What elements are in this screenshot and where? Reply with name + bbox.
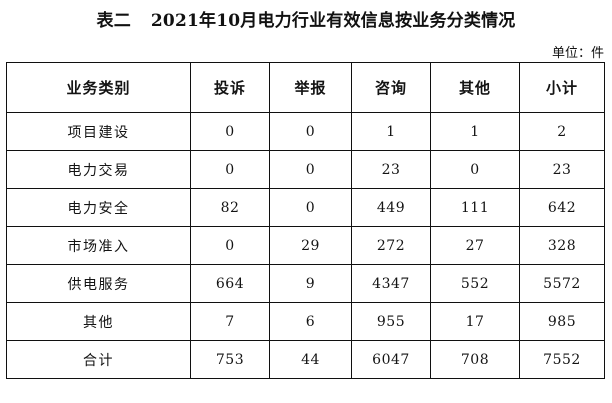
cell-other: 111 (430, 188, 520, 227)
cell-report: 9 (269, 264, 352, 303)
cell-complaint: 82 (190, 188, 270, 227)
cell-subtotal: 7552 (519, 340, 605, 379)
cell-consult: 23 (351, 150, 431, 189)
table-row: 供电服务 664 9 4347 552 5572 (6, 264, 605, 303)
cell-subtotal: 328 (519, 226, 605, 265)
cell-complaint: 0 (190, 112, 270, 151)
column-header-category: 业务类别 (6, 62, 191, 113)
cell-consult: 6047 (351, 340, 431, 379)
cell-category: 电力安全 (6, 188, 191, 227)
column-header-other: 其他 (430, 62, 520, 113)
cell-complaint: 0 (190, 150, 270, 189)
cell-other: 0 (430, 150, 520, 189)
cell-subtotal: 985 (519, 302, 605, 341)
cell-subtotal: 2 (519, 112, 605, 151)
cell-category: 市场准入 (6, 226, 191, 265)
column-header-report: 举报 (269, 62, 352, 113)
cell-report: 44 (269, 340, 352, 379)
table-row: 电力安全 82 0 449 111 642 (6, 188, 605, 227)
cell-category: 项目建设 (6, 112, 191, 151)
cell-other: 708 (430, 340, 520, 379)
table-row: 其他 7 6 955 17 985 (6, 302, 605, 341)
cell-other: 27 (430, 226, 520, 265)
cell-report: 29 (269, 226, 352, 265)
cell-complaint: 7 (190, 302, 270, 341)
cell-consult: 1 (351, 112, 431, 151)
cell-report: 0 (269, 188, 352, 227)
cell-complaint: 0 (190, 226, 270, 265)
classification-table: 业务类别 投诉 举报 咨询 其他 小计 项目建设 0 0 1 1 2 (6, 62, 605, 379)
table-title-text: 2021年10月电力行业有效信息按业务分类情况 (150, 11, 516, 31)
cell-consult: 4347 (351, 264, 431, 303)
table-row: 项目建设 0 0 1 1 2 (6, 112, 605, 151)
column-header-consult: 咨询 (351, 62, 431, 113)
cell-subtotal: 642 (519, 188, 605, 227)
table-header-row: 业务类别 投诉 举报 咨询 其他 小计 (6, 62, 605, 113)
column-header-subtotal: 小计 (519, 62, 605, 113)
cell-consult: 955 (351, 302, 431, 341)
table-header: 业务类别 投诉 举报 咨询 其他 小计 (6, 62, 605, 113)
cell-complaint: 664 (190, 264, 270, 303)
cell-report: 0 (269, 150, 352, 189)
cell-other: 552 (430, 264, 520, 303)
cell-other: 17 (430, 302, 520, 341)
cell-consult: 449 (351, 188, 431, 227)
cell-category: 供电服务 (6, 264, 191, 303)
table-row: 市场准入 0 29 272 27 328 (6, 226, 605, 265)
table-row-total: 合计 753 44 6047 708 7552 (6, 340, 605, 379)
unit-note: 单位：件 (551, 46, 604, 61)
table-body: 项目建设 0 0 1 1 2 电力交易 0 0 23 0 23 电力安全 (6, 112, 605, 379)
cell-category: 其他 (6, 302, 191, 341)
cell-report: 0 (269, 112, 352, 151)
column-header-complaint: 投诉 (190, 62, 270, 113)
table-row: 电力交易 0 0 23 0 23 (6, 150, 605, 189)
cell-category: 电力交易 (6, 150, 191, 189)
cell-complaint: 753 (190, 340, 270, 379)
page-title: 表二 2021年10月电力行业有效信息按业务分类情况 (0, 6, 612, 31)
cell-other: 1 (430, 112, 520, 151)
cell-report: 6 (269, 302, 352, 341)
table-container: 业务类别 投诉 举报 咨询 其他 小计 项目建设 0 0 1 1 2 (6, 62, 605, 379)
cell-consult: 272 (351, 226, 431, 265)
cell-subtotal: 5572 (519, 264, 605, 303)
cell-category: 合计 (6, 340, 191, 379)
table-number-label: 表二 (96, 11, 131, 31)
cell-subtotal: 23 (519, 150, 605, 189)
